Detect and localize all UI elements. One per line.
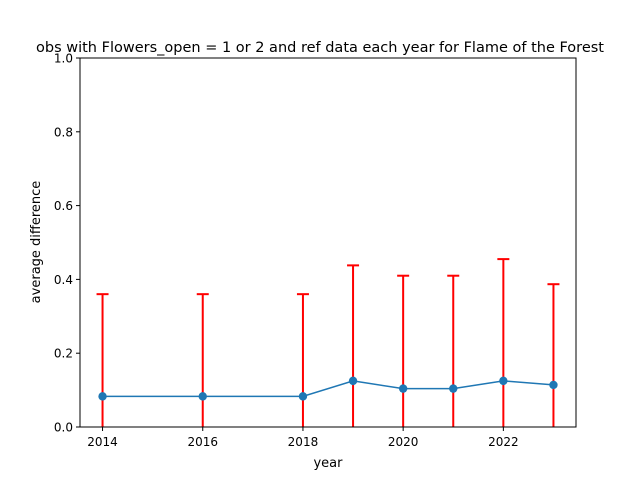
data-point xyxy=(449,384,458,393)
series-line xyxy=(102,380,554,398)
y-tick-label: 0.2 xyxy=(54,347,73,361)
data-point xyxy=(398,384,408,393)
y-tick-label: 1.0 xyxy=(54,52,73,66)
data-point xyxy=(499,376,508,386)
x-tick-label: 2016 xyxy=(187,435,218,449)
data-point xyxy=(348,376,358,386)
x-axis-label: year xyxy=(313,456,343,471)
y-tick-label: 0.8 xyxy=(54,125,73,139)
chart-title: obs with Flowers_open = 1 or 2 and ref d… xyxy=(36,40,604,56)
x-tick-label: 2018 xyxy=(288,435,319,449)
x-tick-label: 2022 xyxy=(488,435,519,449)
x-tick-label: 2014 xyxy=(87,435,118,449)
plot-area: 2014 2016 2018 2020 2022 0.0 0.2 0.4 0.6 0.8 1.0 xyxy=(54,52,577,449)
y-tick-label: 0.6 xyxy=(54,199,73,213)
y-tick-label: 0.4 xyxy=(54,273,73,287)
plot-frame xyxy=(79,57,577,428)
data-point xyxy=(298,392,308,401)
data-point xyxy=(198,392,207,401)
x-tick-label: 2020 xyxy=(388,435,419,449)
data-point xyxy=(549,380,558,390)
data-point xyxy=(98,392,107,401)
y-axis-label: average difference xyxy=(29,181,44,304)
y-tick-label: 0.0 xyxy=(54,421,73,435)
